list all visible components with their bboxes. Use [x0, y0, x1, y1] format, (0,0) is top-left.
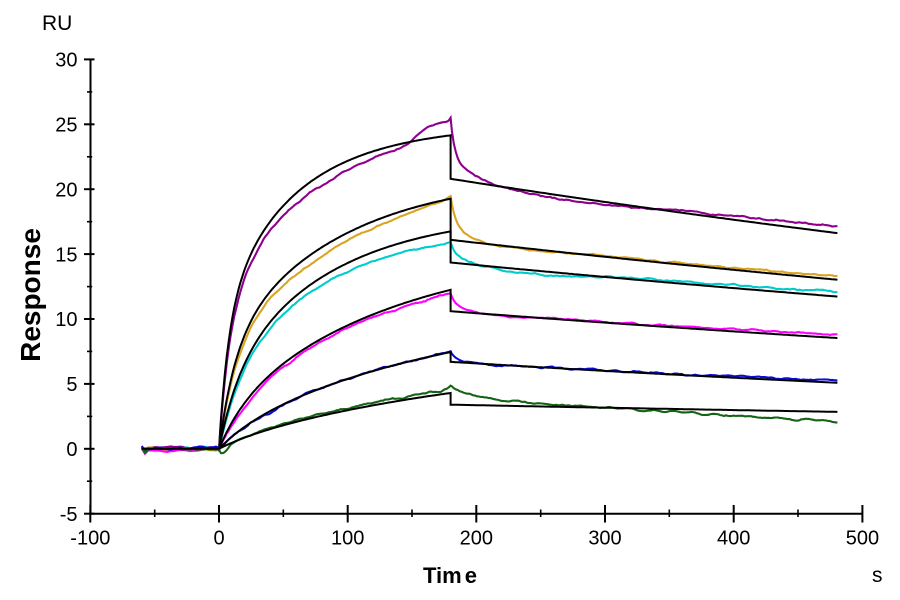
svg-text:200: 200 [460, 528, 493, 550]
svg-text:400: 400 [717, 528, 750, 550]
svg-text:Response: Response [15, 228, 46, 362]
svg-text:25: 25 [55, 115, 77, 137]
svg-text:0: 0 [66, 439, 77, 461]
svg-text:0: 0 [213, 528, 224, 550]
svg-text:500: 500 [846, 528, 879, 550]
svg-text:-5: -5 [60, 504, 78, 526]
svg-text:s: s [872, 564, 883, 587]
svg-text:20: 20 [55, 179, 77, 201]
svg-text:300: 300 [588, 528, 621, 550]
svg-text:-100: -100 [70, 528, 110, 550]
svg-text:RU: RU [42, 12, 72, 35]
svg-text:5: 5 [66, 374, 77, 396]
svg-text:30: 30 [55, 50, 77, 72]
svg-text:100: 100 [331, 528, 364, 550]
svg-text:15: 15 [55, 244, 77, 266]
svg-text:10: 10 [55, 309, 77, 331]
